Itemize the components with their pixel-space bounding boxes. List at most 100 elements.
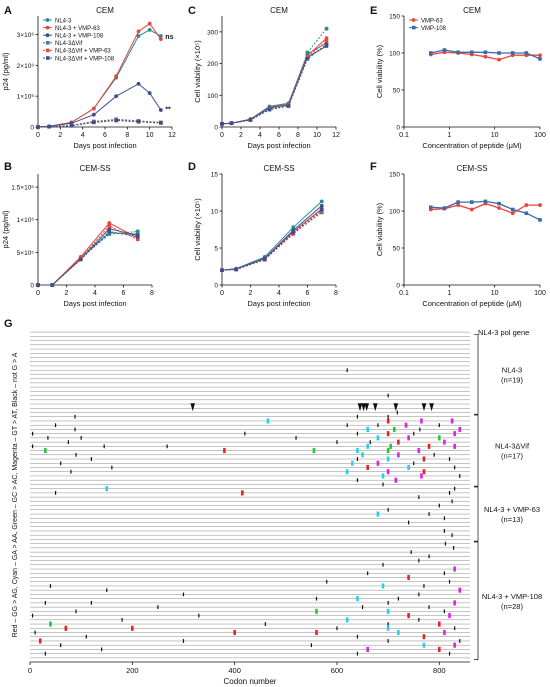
panel-letter-f: F <box>370 161 377 173</box>
mutation-mark <box>381 473 385 479</box>
chart-f-y-tick-label: 50 <box>393 246 401 253</box>
mutation-mark <box>419 427 421 432</box>
mutation-mark <box>75 609 77 614</box>
chart-f-y-tick-label: 0 <box>396 283 400 290</box>
mutation-mark <box>367 571 369 576</box>
mutation-mark <box>407 435 410 441</box>
chart-d-x-axis-label: Days post infection <box>247 299 310 308</box>
chart-b-x-tick-label: 8 <box>150 290 154 297</box>
mutation-mark <box>34 630 36 635</box>
chart-f-point <box>538 218 542 222</box>
mutation-mark <box>438 646 441 652</box>
chart-a-point <box>91 106 96 111</box>
mutation-mark <box>422 469 426 475</box>
mutation-mark <box>326 579 328 584</box>
hypermutation-arrow <box>373 403 378 412</box>
chart-d-y-tick-label: 5 <box>214 246 218 253</box>
mutation-mark <box>376 435 380 441</box>
mutation-mark <box>453 566 456 572</box>
mutation-mark <box>418 617 420 622</box>
chart-e-legend-marker <box>412 25 416 30</box>
chart-b-series-line <box>38 228 138 286</box>
mutation-mark <box>397 629 400 636</box>
mutation-mark <box>428 512 430 516</box>
mutation-mark <box>366 646 369 652</box>
chart-f-x-tick-label: 1 <box>447 290 451 297</box>
mutation-mark <box>351 460 354 466</box>
chart-a-legend-label: NL4-3 + VMP-108 <box>55 34 104 40</box>
chart-c-x-tick-label: 12 <box>332 132 340 139</box>
chart-a-point <box>114 94 119 99</box>
mutation-mark <box>408 520 410 525</box>
mutation-mark <box>346 368 348 373</box>
chart-a-point <box>136 34 141 38</box>
mutation-mark <box>453 431 456 437</box>
chart-f-x-tick-label: 10 <box>491 290 499 297</box>
chart-a-x-tick-label: 4 <box>81 132 85 139</box>
chart-c-series-line <box>221 28 327 125</box>
mutation-mark <box>346 423 348 428</box>
chart-b-x-tick-label: 4 <box>93 290 97 297</box>
chart-b-series-line <box>38 232 138 286</box>
chart-f: CEM-SS 0.1 1 10 100 0 50 100 150 Concentration of… <box>375 164 546 308</box>
chart-d-point <box>262 257 267 261</box>
panel-letter-c: C <box>188 5 196 17</box>
mutation-mark <box>106 588 108 593</box>
chart-b-series-line <box>38 230 138 286</box>
chart-d-y-axis-label: Cell viability (×10⁵) <box>193 198 202 261</box>
chart-c-x-tick-label: 6 <box>277 132 281 139</box>
mutation-mark <box>315 629 318 636</box>
mutation-mark <box>420 418 423 424</box>
mutation-mark <box>443 439 446 445</box>
mutation-mark <box>386 448 390 454</box>
mutation-mark <box>389 443 392 449</box>
mutation-mark <box>105 486 109 492</box>
chart-c-series-line <box>221 41 327 125</box>
chart-e-y-tick-label: 0 <box>396 125 400 132</box>
group-count: (n=28) <box>501 602 523 611</box>
mutation-mark <box>244 431 246 436</box>
chart-b-y-tick-label: 0 <box>30 283 34 290</box>
chart-d-x-tick-label: 2 <box>249 290 253 297</box>
chart-e-point <box>442 48 447 52</box>
mutation-mark <box>458 587 462 593</box>
mutation-mark <box>31 444 34 449</box>
panel-letter-e: E <box>370 5 377 17</box>
chart-d-x-tick-label: 4 <box>277 290 281 297</box>
mutation-mark <box>166 444 168 449</box>
chart-e-x-tick-label: 1 <box>447 132 451 139</box>
mutation-mark <box>448 579 451 584</box>
chart-a-point <box>92 120 96 125</box>
group-bracket <box>474 541 479 660</box>
chart-e-y-tick-label: 100 <box>389 51 400 58</box>
chart-c-point <box>324 39 329 44</box>
chart-e-legend-label: VMP-108 <box>421 26 447 32</box>
chart-b-y-tick-label: 5×10⁵ <box>17 250 35 257</box>
mutation-mark <box>454 486 456 491</box>
mutation-mark <box>223 448 226 454</box>
mutation-mark <box>397 596 399 601</box>
chart-c-x-axis-label: Days post infection <box>247 141 310 150</box>
mutation-mark <box>101 647 103 652</box>
chart-c-x-tick-label: 4 <box>258 132 262 139</box>
chart-d-y-tick-label: 0 <box>214 283 218 290</box>
chart-d-x-tick-label: 6 <box>306 290 310 297</box>
group-bracket <box>474 334 479 415</box>
hypermutation-arrow <box>364 403 369 412</box>
mutation-mark <box>387 600 389 605</box>
chart-c-x-tick-label: 10 <box>313 132 321 139</box>
chart-e-point <box>497 57 501 62</box>
mutation-mark <box>407 464 410 471</box>
mutation-mark <box>438 423 440 428</box>
chart-f-point <box>510 211 515 216</box>
mutation-mark <box>386 625 390 631</box>
mutation-mark <box>410 550 412 555</box>
mutation-mark <box>386 608 390 614</box>
hypermutation-arrow <box>361 403 366 412</box>
chart-b-point <box>107 229 112 234</box>
mutation-mark <box>413 431 415 436</box>
chart-a-point <box>69 123 74 128</box>
mutation-mark <box>74 427 76 432</box>
chart-e-x-tick-label: 100 <box>534 132 546 139</box>
chart-f-point <box>456 200 460 204</box>
